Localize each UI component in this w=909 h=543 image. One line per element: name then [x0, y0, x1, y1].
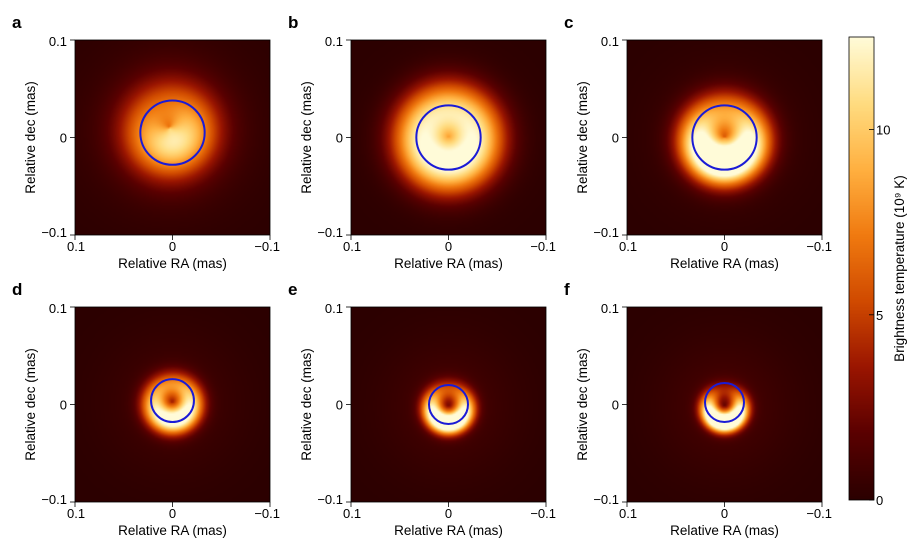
panel-label-a: a — [12, 13, 22, 32]
x-axis-label: Relative RA (mas) — [118, 523, 227, 538]
colorbar-gradient — [849, 37, 874, 500]
panel-label-c: c — [564, 13, 573, 32]
y-tick-label: 0.1 — [601, 34, 619, 49]
heatmap-image-a — [75, 40, 270, 235]
y-tick-label: 0 — [336, 131, 343, 146]
y-axis-label: Relative dec (mas) — [299, 81, 314, 194]
y-tick-label: −0.1 — [41, 225, 67, 240]
x-tick-label: 0.1 — [67, 239, 85, 254]
x-tick-label: −0.1 — [530, 239, 556, 254]
x-axis-label: Relative RA (mas) — [394, 256, 503, 271]
x-tick-label: −0.1 — [254, 506, 280, 521]
y-tick-label: 0 — [612, 131, 619, 146]
y-tick-label: 0.1 — [49, 301, 67, 316]
x-axis-label: Relative RA (mas) — [670, 256, 779, 271]
panel-label-e: e — [288, 280, 297, 299]
heatmap-image-d — [75, 307, 270, 502]
y-tick-label: −0.1 — [593, 492, 619, 507]
y-axis-label: Relative dec (mas) — [299, 348, 314, 461]
colorbar-tick-label: 5 — [876, 308, 883, 323]
y-axis-label: Relative dec (mas) — [575, 81, 590, 194]
panel-label-f: f — [564, 280, 570, 299]
y-tick-label: 0 — [336, 398, 343, 413]
heatmap-image-f — [627, 307, 822, 502]
heatmap-image-e — [351, 307, 546, 502]
y-tick-label: −0.1 — [41, 492, 67, 507]
x-tick-label: 0 — [721, 239, 728, 254]
y-axis-label: Relative dec (mas) — [23, 348, 38, 461]
x-tick-label: −0.1 — [254, 239, 280, 254]
y-tick-label: −0.1 — [317, 225, 343, 240]
x-tick-label: 0 — [445, 506, 452, 521]
x-tick-label: 0.1 — [619, 239, 637, 254]
y-tick-label: 0 — [60, 398, 67, 413]
panel-label-b: b — [288, 13, 298, 32]
x-tick-label: 0 — [169, 506, 176, 521]
colorbar-tick-label: 0 — [876, 493, 883, 508]
heatmap-image-c — [627, 40, 822, 235]
colorbar: 10 5 0 Brightness temperature (10⁹ K) — [849, 37, 907, 508]
colorbar-tick-label: 10 — [876, 123, 890, 138]
x-axis-label: Relative RA (mas) — [118, 256, 227, 271]
x-axis-label: Relative RA (mas) — [670, 523, 779, 538]
x-tick-label: 0.1 — [67, 506, 85, 521]
x-tick-label: 0 — [721, 506, 728, 521]
y-tick-label: 0.1 — [601, 301, 619, 316]
panel-label-d: d — [12, 280, 22, 299]
heatmap-image-b — [351, 40, 546, 235]
y-axis-label: Relative dec (mas) — [575, 348, 590, 461]
y-tick-label: 0.1 — [325, 301, 343, 316]
x-tick-label: −0.1 — [806, 506, 832, 521]
colorbar-label: Brightness temperature (10⁹ K) — [892, 175, 907, 362]
y-tick-label: 0 — [612, 398, 619, 413]
x-axis-label: Relative RA (mas) — [394, 523, 503, 538]
y-tick-label: −0.1 — [593, 225, 619, 240]
y-axis-label: Relative dec (mas) — [23, 81, 38, 194]
y-tick-label: −0.1 — [317, 492, 343, 507]
y-tick-label: 0.1 — [49, 34, 67, 49]
x-tick-label: −0.1 — [806, 239, 832, 254]
x-tick-label: 0.1 — [619, 506, 637, 521]
x-tick-label: −0.1 — [530, 506, 556, 521]
x-tick-label: 0 — [169, 239, 176, 254]
y-tick-label: 0 — [60, 131, 67, 146]
y-tick-label: 0.1 — [325, 34, 343, 49]
x-tick-label: 0 — [445, 239, 452, 254]
x-tick-label: 0.1 — [343, 239, 361, 254]
x-tick-label: 0.1 — [343, 506, 361, 521]
